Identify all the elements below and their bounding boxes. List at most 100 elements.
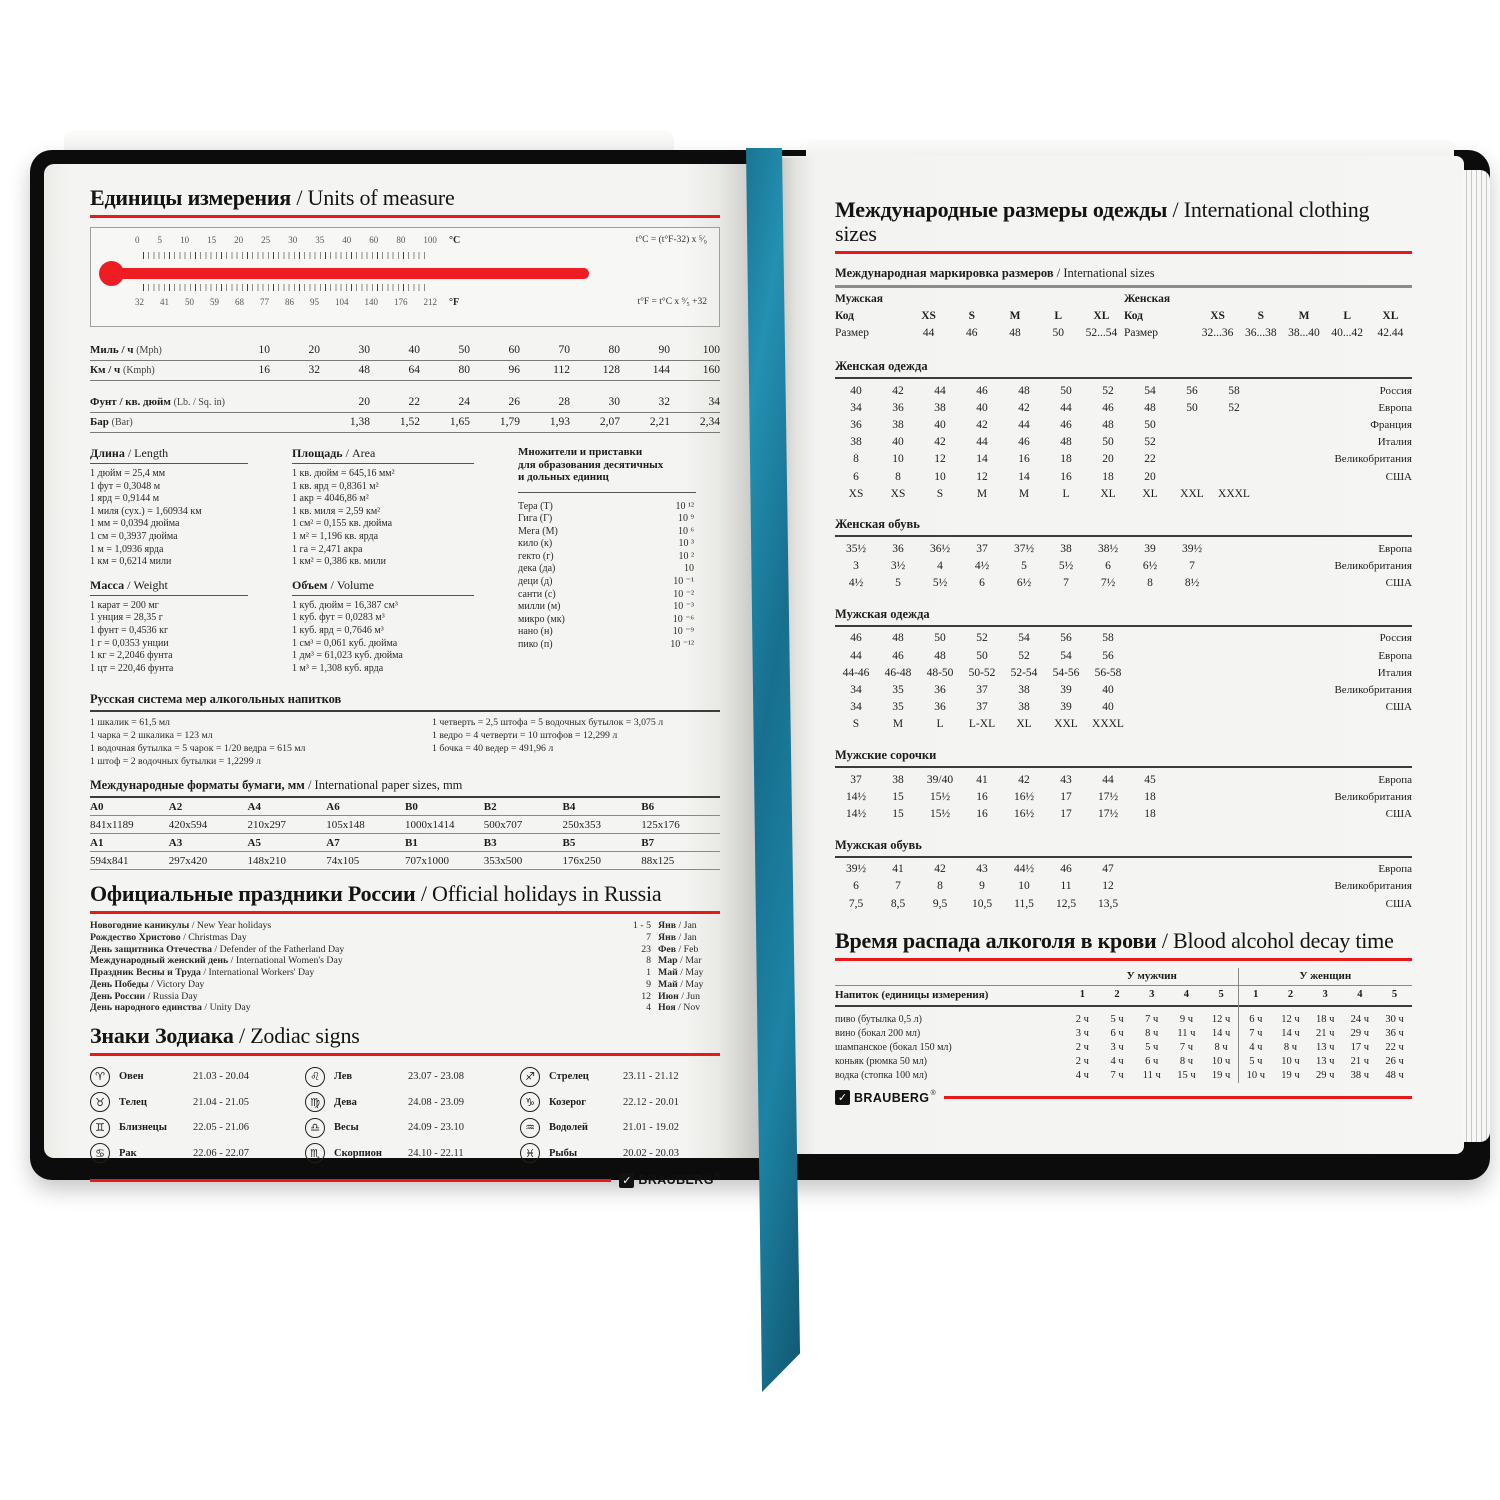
size-cell: 12 — [1102, 880, 1114, 893]
alcohol-col-1: 1 шкалик = 61,5 мл 1 чарка = 2 шкалика = … — [90, 716, 432, 768]
row-label: Км / ч (Kmph) — [90, 364, 220, 376]
country-label: Франция — [1370, 418, 1412, 431]
size-cell: 10,5 — [971, 897, 993, 910]
size-label: Размер — [835, 327, 870, 339]
international-marking-section: Международная маркировка размеров / Inte… — [835, 266, 1412, 344]
zodiac-dates: 21.03 - 20.04 — [193, 1071, 249, 1083]
hours-cell: 11 ч — [1177, 1027, 1196, 1039]
size-cell: 37 — [976, 684, 988, 697]
paper-sizes-section: Международные форматы бумаги, мм / Inter… — [90, 778, 720, 871]
zodiac-name: Телец — [119, 1096, 147, 1108]
cell: B7 — [641, 836, 655, 849]
cell: B3 — [483, 836, 497, 849]
size-cell: 40...42 — [1331, 327, 1363, 339]
prefix-row: микро (мк) 10 ⁻⁶ — [518, 614, 694, 627]
title-ru: Единицы измерения — [90, 185, 291, 210]
cell: A6 — [326, 800, 340, 813]
drink-name: пиво (бутылка 0,5 л) — [835, 1013, 922, 1025]
clothing-size-tables: Женская одежда 40 42 44 46 48 50 52 54 56 58 Россия… — [835, 359, 1412, 912]
size-cell: 47 — [1102, 863, 1114, 876]
hours-cell: 29 ч — [1315, 1070, 1335, 1082]
size-cell: 16½ — [1013, 807, 1035, 820]
prefix-row: нано (н) 10 ⁻⁹ — [518, 626, 694, 639]
row-label-ru: Км / ч — [90, 364, 123, 376]
holiday-day: 1 — [646, 967, 651, 979]
size-cell: 4½ — [974, 560, 990, 573]
size-cell: 38 — [892, 773, 904, 786]
blood-alcohol-table: У мужчин У женщин Напиток (единицы измерен… — [835, 968, 1412, 1084]
registered-mark: ® — [930, 1090, 936, 1098]
country-label: Великобритания — [1334, 560, 1412, 573]
value-cell: 28 — [558, 396, 571, 408]
prefix-value: 10 ⁻³ — [673, 601, 694, 613]
size-cell: 8 — [1147, 577, 1153, 590]
code-cell: L — [1343, 310, 1352, 322]
count-header: 1 — [1079, 989, 1085, 1001]
prefix-value: 10 ⁻⁶ — [672, 613, 694, 625]
red-divider — [90, 1178, 612, 1182]
holiday-ru: Международный женский день — [90, 955, 231, 967]
country-label: США — [1385, 807, 1412, 820]
table-row: Миль / ч (Mph) 10 20 30 40 50 60 70 80 90 100 — [90, 341, 720, 361]
conversion-line: 1 м = 1,0936 ярда — [90, 543, 164, 555]
prefix-row: пико (п) 10 ⁻¹² — [518, 639, 694, 652]
title-en: / Units of measure — [296, 185, 455, 210]
fahrenheit-labels: 32 41 50 59 68 77 86 95 104 140 176 212 — [135, 297, 437, 307]
table-row: вино (бокал 200 мл) 3 ч 6 ч 8 ч 11 ч 14 ч 7 ч 1… — [835, 1026, 1412, 1040]
prefix-name: милли (м) — [518, 601, 561, 613]
country-label: Великобритания — [1334, 453, 1412, 466]
text-line: 1 чарка = 2 шкалика = 123 мл — [90, 730, 213, 742]
hours-cell: 26 ч — [1385, 1056, 1404, 1068]
size-cell: 46 — [892, 649, 904, 662]
size-cell: 38 — [850, 436, 862, 449]
holiday-day: 8 — [646, 955, 651, 967]
value-cell: 24 — [458, 396, 471, 408]
value-cell: 112 — [553, 364, 570, 376]
zodiac-title: Знаки Зодиака / Zodiac signs — [90, 1023, 720, 1048]
size-cell: 6 — [1105, 560, 1111, 573]
value-cell: 26 — [508, 396, 521, 408]
prefix-name: Мега (М) — [518, 525, 558, 537]
size-cell: 44 — [1060, 401, 1072, 414]
size-cell — [1213, 453, 1255, 465]
hours-cell: 8 ч — [1214, 1042, 1228, 1054]
cell: 210x297 — [247, 818, 287, 831]
size-cell: 39½ — [1181, 542, 1203, 555]
paper-header-row: A1 A3 A5 A7 B1 B3 B5 B7 — [90, 834, 720, 853]
celsius-formula: t°C = (t°F-32) x ⁵⁄₉ — [635, 235, 707, 245]
prefix-value: 10 ⁻⁹ — [672, 626, 694, 638]
code-cell: XS — [921, 310, 936, 322]
title-line: Множители и приставки — [518, 446, 643, 458]
value-cell: 40 — [408, 344, 421, 356]
holiday-month: Ноя / Nov — [658, 1002, 720, 1014]
size-cell: 44 — [976, 436, 988, 449]
cell: 250x353 — [562, 818, 602, 831]
holiday-name: Международный женский день / Internation… — [90, 955, 621, 967]
size-cell: 8,5 — [890, 897, 906, 910]
drink-column-label: Напиток (единицы измерения) — [835, 989, 989, 1002]
size-cell: 17 — [1060, 807, 1072, 820]
size-cell: 5 — [1021, 560, 1027, 573]
zodiac-column: ♌ Лев 23.07 - 23.08 ♍ Дева 24.08 - 23.09 ♎ Весы… — [305, 1064, 505, 1166]
size-cell: 45 — [1144, 773, 1156, 786]
zodiac-name: Водолей — [549, 1122, 588, 1134]
size-cell: 11 — [1060, 880, 1072, 893]
size-section: Женская обувь 35½ 36 36½ 37 37½ 38 38½ 39 39½ Евро… — [835, 517, 1412, 592]
row-label: Бар (Bar) — [90, 416, 320, 428]
cell: 176 — [394, 297, 408, 307]
prefix-name: дека (да) — [518, 563, 556, 575]
registered-mark: ® — [714, 1172, 720, 1180]
conversion-line: 1 куб. дюйм = 16,387 см³ — [292, 599, 398, 611]
hours-cell: 8 ч — [1283, 1042, 1298, 1054]
size-cell: 38 — [1018, 684, 1030, 697]
zodiac-item: ♎ Весы 24.09 - 23.10 — [305, 1115, 505, 1141]
size-cell: XXXL — [1092, 718, 1124, 731]
value-cell: 96 — [508, 364, 521, 376]
table-row: 36 38 40 42 44 46 48 50 Франция — [835, 416, 1412, 433]
conversion-line: 1 м² = 1,196 кв. ярда — [292, 530, 379, 542]
holiday-month: Май / May — [658, 967, 720, 979]
country-label: Европа — [1378, 649, 1412, 662]
column-divider — [1238, 968, 1239, 1084]
hours-cell: 7 ч — [1145, 1013, 1159, 1025]
hours-cell: 38 ч — [1350, 1070, 1370, 1082]
